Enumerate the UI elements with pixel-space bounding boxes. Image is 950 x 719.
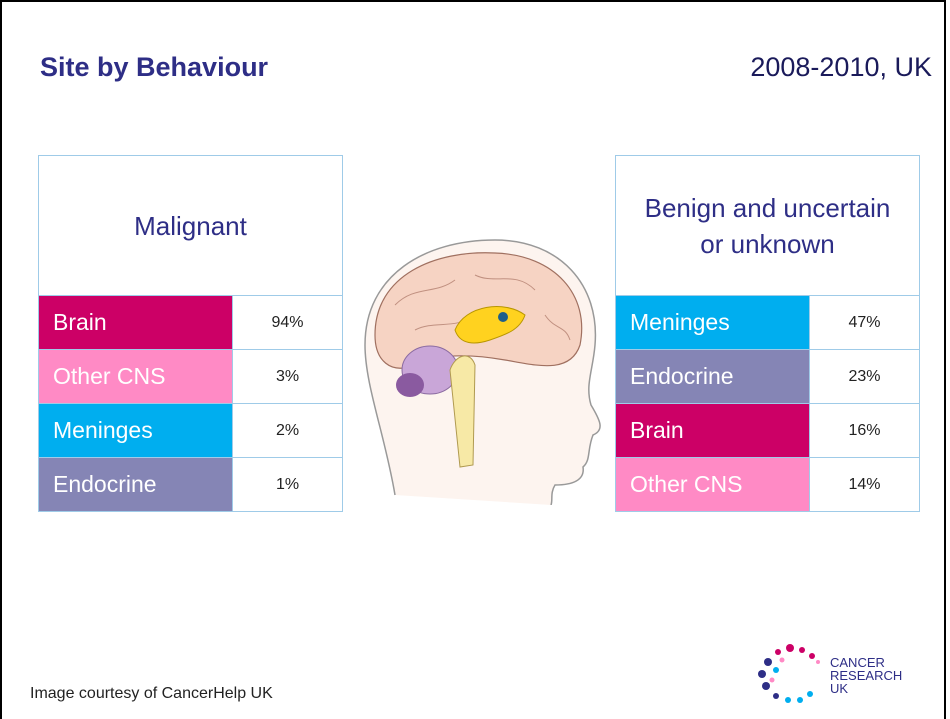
table-row: Other CNS 14%: [615, 457, 920, 512]
logo-text: CANCER: [830, 655, 885, 670]
logo-text: UK: [830, 681, 849, 696]
footer-credit: Image courtesy of CancerHelp UK: [30, 685, 273, 702]
table-row: Endocrine 23%: [615, 349, 920, 404]
logo-mark: [758, 644, 820, 703]
site-percent: 1%: [232, 457, 343, 512]
table-header: Benign and uncertain or unknown: [615, 155, 920, 296]
site-name: Other CNS: [38, 349, 233, 404]
logo: CANCER RESEARCH UK: [752, 640, 902, 713]
site-name: Brain: [615, 403, 810, 458]
table-row: Meninges 2%: [38, 403, 343, 458]
site-name: Endocrine: [38, 457, 233, 512]
site-percent: 47%: [809, 295, 920, 350]
site-name: Endocrine: [615, 349, 810, 404]
site-name: Brain: [38, 295, 233, 350]
brain-illustration: [364, 239, 601, 505]
header-row: Malignant: [38, 155, 343, 296]
site-name: Meninges: [38, 403, 233, 458]
site-percent: 16%: [809, 403, 920, 458]
site-percent: 2%: [232, 403, 343, 458]
site-percent: 23%: [809, 349, 920, 404]
site-percent: 14%: [809, 457, 920, 512]
table-row: Brain 16%: [615, 403, 920, 458]
table-row: Meninges 47%: [615, 295, 920, 350]
logo-text: RESEARCH: [830, 668, 903, 683]
subtitle: 2008-2010, UK: [750, 52, 932, 82]
benign-table: Benign and uncertain or unknown Meninges 4…: [615, 155, 920, 512]
malignant-table: Malignant Brain 94% Other CNS 3% Meninges 2% En…: [38, 155, 343, 512]
table-row: Other CNS 3%: [38, 349, 343, 404]
table-header: Malignant: [38, 155, 343, 296]
title: Site by Behaviour: [40, 52, 269, 82]
site-name: Meninges: [615, 295, 810, 350]
site-percent: 3%: [232, 349, 343, 404]
table-row: Brain 94%: [38, 295, 343, 350]
table-row: Endocrine 1%: [38, 457, 343, 512]
site-name: Other CNS: [615, 457, 810, 512]
header-row: Benign and uncertain or unknown: [615, 155, 920, 296]
site-percent: 94%: [232, 295, 343, 350]
